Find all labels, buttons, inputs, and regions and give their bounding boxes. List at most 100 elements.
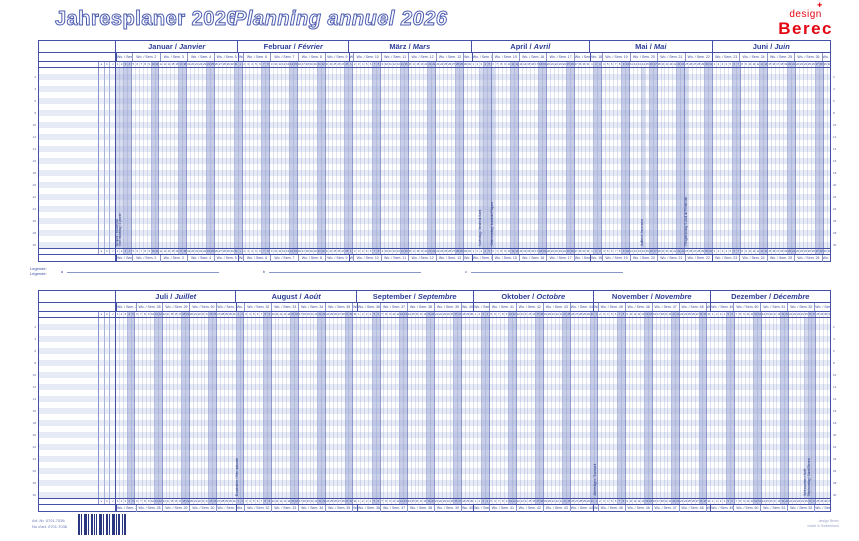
holiday-label: Stephanstag / Saint-Étienne xyxy=(807,457,812,496)
name-column xyxy=(39,68,99,248)
day-number: 25 xyxy=(328,499,333,504)
day-number: 16 xyxy=(293,312,298,317)
day-number: 17 xyxy=(652,249,657,254)
row-number: 20 xyxy=(32,183,36,188)
day-column xyxy=(300,68,305,248)
week-label: Wo. / Sem. 28 xyxy=(135,303,163,311)
week-label: Wo. / Sem. 47 xyxy=(651,505,679,512)
day-column xyxy=(387,318,391,498)
day-column xyxy=(402,318,407,498)
corner-cell xyxy=(39,291,116,302)
day-number: 20 xyxy=(787,62,791,67)
week-label: Wo. / Sem. 21 xyxy=(657,53,684,61)
week-label: Wo. 18 xyxy=(589,255,603,262)
week-label: Wo. / Sem. 15 xyxy=(491,255,519,262)
week-label: Wo. / Sem. 12 xyxy=(408,255,435,262)
day-number: 1 xyxy=(237,62,242,67)
day-number: 29 xyxy=(581,62,586,67)
day-number: 13 xyxy=(636,62,641,67)
day-number: 22 xyxy=(672,249,677,254)
calendar-grid-jul-dec: Juli / Juillet August / Août September / S… xyxy=(38,290,831,512)
month-name-de: Februar xyxy=(263,42,292,51)
legend-write-line xyxy=(66,272,219,274)
day-column xyxy=(435,68,439,248)
day-number: 29 xyxy=(702,499,707,504)
day-number: 14 xyxy=(640,62,645,67)
day-number: 3 xyxy=(364,312,368,317)
row-number: 18 xyxy=(833,421,837,426)
week-label: Wo. / Sem. 36 xyxy=(356,505,381,512)
day-number: 24 xyxy=(683,499,687,504)
day-number: 22 xyxy=(320,249,325,254)
day-number: 11 xyxy=(154,62,159,67)
day-number: 14 xyxy=(166,249,171,254)
day-number: 10 xyxy=(383,249,388,254)
day-number: 19 xyxy=(660,62,665,67)
day-number: 16 xyxy=(648,249,653,254)
day-number: 26 xyxy=(688,62,693,67)
day-number: 26 xyxy=(212,312,217,317)
day-number: 28 xyxy=(340,312,345,317)
day-number: 28 xyxy=(344,62,349,67)
day-number: 22 xyxy=(196,312,201,317)
day-number: 5 xyxy=(251,312,255,317)
day-number: 24 xyxy=(561,62,566,67)
day-number: 8 xyxy=(262,312,267,317)
day-number: 18 xyxy=(304,62,309,67)
day-number: 19 xyxy=(305,312,310,317)
day-number: 12 xyxy=(399,499,403,504)
week-label: Wo. / Sem. 17 xyxy=(546,53,573,61)
week-label: Wo. / Sem. 30 xyxy=(189,505,216,512)
day-number: 8 xyxy=(142,312,146,317)
day-number: 19 xyxy=(185,312,189,317)
day-column xyxy=(173,318,177,498)
day-number: 8 xyxy=(375,62,380,67)
day-number: 29 xyxy=(465,312,470,317)
day-column xyxy=(790,68,795,248)
day-number: 25 xyxy=(565,249,570,254)
day-column xyxy=(700,68,704,248)
body-left-columns xyxy=(39,68,116,248)
day-column xyxy=(458,68,463,248)
day-number: 31 xyxy=(589,312,594,317)
day-number: 4 xyxy=(601,62,605,67)
day-number: 4 xyxy=(126,62,131,67)
day-number: 11 xyxy=(751,62,756,67)
day-column xyxy=(200,318,205,498)
separator: / xyxy=(291,42,298,51)
day-number: 5 xyxy=(253,62,257,67)
day-number: 15 xyxy=(527,312,532,317)
day-number: 18 xyxy=(656,249,661,254)
day-column xyxy=(212,318,217,498)
day-number: 14 xyxy=(523,312,528,317)
month-name-de: Mai xyxy=(635,42,648,51)
day-number: 25 xyxy=(803,312,808,317)
day-number: 12 xyxy=(632,249,637,254)
day-number: 15 xyxy=(767,249,772,254)
day-number: 2 xyxy=(360,312,364,317)
day-number: 13 xyxy=(282,499,287,504)
day-column xyxy=(434,318,438,498)
row-number: 22 xyxy=(32,195,36,200)
week-label: Wo. / Sem. 24 xyxy=(739,53,766,61)
day-number: 15 xyxy=(290,312,294,317)
day-number: 17 xyxy=(772,499,777,504)
day-number: 26 xyxy=(213,62,218,67)
day-number: 19 xyxy=(308,62,313,67)
day-number: 7 xyxy=(371,249,376,254)
day-number: 7 xyxy=(379,499,383,504)
day-number: 4 xyxy=(723,249,727,254)
day-number: 19 xyxy=(783,62,788,67)
separator: / xyxy=(411,292,418,301)
day-number: 5 xyxy=(364,249,368,254)
day-number: 24 xyxy=(799,499,804,504)
day-number: 4 xyxy=(484,499,489,504)
day-number: 16 xyxy=(296,249,301,254)
day-number: 24 xyxy=(328,249,333,254)
day-number: 23 xyxy=(558,499,563,504)
day-column xyxy=(788,318,792,498)
week-label: Wo. 5 xyxy=(238,255,243,262)
day-column xyxy=(395,318,399,498)
month-header-cell: November / Novembre xyxy=(592,291,710,302)
